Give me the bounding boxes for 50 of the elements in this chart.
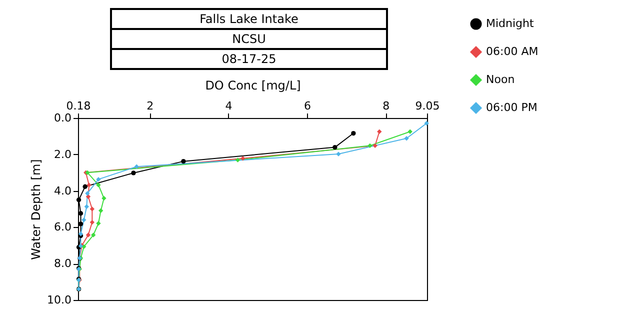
point bbox=[377, 129, 382, 134]
point bbox=[424, 120, 429, 126]
y-tick-label: 0.0 bbox=[54, 112, 72, 124]
y-tick-label: 2.0 bbox=[54, 148, 72, 161]
x-tick-label: 6 bbox=[304, 100, 311, 112]
point bbox=[91, 232, 96, 238]
point bbox=[131, 170, 136, 176]
point bbox=[98, 208, 104, 213]
point bbox=[96, 182, 101, 188]
legend-label: 06:00 PM bbox=[486, 101, 538, 114]
point bbox=[408, 129, 412, 134]
point bbox=[86, 182, 92, 188]
point bbox=[336, 152, 341, 156]
x-tick-label: 9.05 bbox=[415, 100, 440, 112]
x-tick-label: 0.18 bbox=[66, 100, 91, 112]
y-tick-label: 6.0 bbox=[54, 220, 72, 234]
point bbox=[82, 218, 86, 222]
x-axis-title: DO Conc [mg/L] bbox=[205, 78, 301, 92]
y-tick-label: 10.0 bbox=[47, 294, 72, 306]
legend-label: 06:00 AM bbox=[486, 45, 538, 58]
point bbox=[90, 220, 95, 225]
point bbox=[351, 130, 356, 136]
y-tick-label: 8.0 bbox=[54, 257, 72, 270]
point bbox=[86, 232, 91, 238]
chart-subtitle: NCSU bbox=[110, 28, 388, 50]
point bbox=[372, 143, 378, 148]
legend-label: Midnight bbox=[486, 17, 535, 30]
point bbox=[368, 143, 372, 148]
x-tick-label: 4 bbox=[225, 100, 232, 112]
point bbox=[96, 221, 101, 226]
point bbox=[181, 158, 186, 164]
point bbox=[76, 198, 82, 202]
point bbox=[235, 158, 240, 162]
point bbox=[82, 184, 88, 189]
point bbox=[332, 144, 338, 150]
chart-title: Falls Lake Intake bbox=[110, 8, 388, 30]
point bbox=[90, 206, 95, 212]
point bbox=[404, 136, 409, 141]
text: 08-17-25 bbox=[110, 48, 388, 70]
point bbox=[96, 176, 101, 182]
point bbox=[85, 191, 90, 196]
point bbox=[240, 156, 246, 161]
point bbox=[134, 164, 139, 169]
y-axis-title: Water Depth [m] bbox=[29, 159, 44, 260]
x-tick-label: 2 bbox=[146, 100, 154, 112]
legend-label: Noon bbox=[486, 73, 515, 86]
point bbox=[84, 204, 89, 209]
point bbox=[102, 196, 106, 201]
y-tick-label: 4.0 bbox=[54, 184, 72, 198]
x-tick-label: 8 bbox=[382, 100, 390, 112]
